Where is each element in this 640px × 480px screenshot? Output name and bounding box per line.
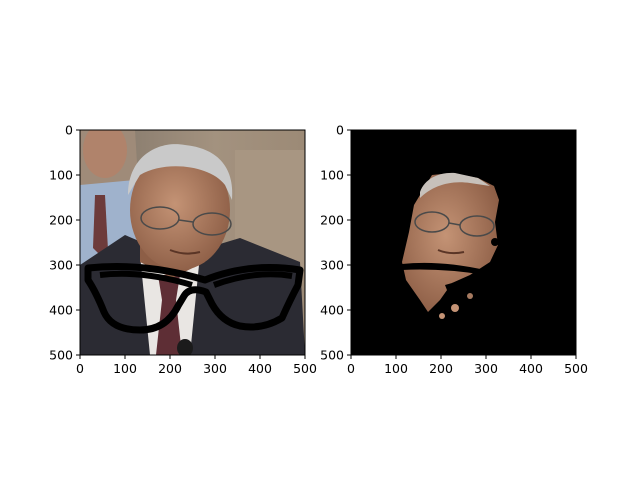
photo-x-tick-label: 200 xyxy=(158,361,182,376)
mask-x-tick-label: 0 xyxy=(347,361,355,376)
photo-x-tick-label: 400 xyxy=(248,361,272,376)
mask-y-tick-label: 400 xyxy=(320,303,344,318)
photo-y-tick-label: 300 xyxy=(49,258,73,273)
photo-x-tick-label: 500 xyxy=(293,361,317,376)
photo-y-tick-label: 400 xyxy=(49,303,73,318)
mask-image xyxy=(351,130,576,355)
photo-image xyxy=(80,130,305,355)
photo-axes-frame xyxy=(79,129,306,356)
photo-y-tick-label: 100 xyxy=(49,168,73,183)
mask-x-tick-label: 400 xyxy=(519,361,543,376)
photo-y-tick-label: 0 xyxy=(65,123,73,138)
mask-x-tick-label: 500 xyxy=(564,361,588,376)
photo-x-tick-label: 300 xyxy=(203,361,227,376)
mask-x-tick-label: 300 xyxy=(474,361,498,376)
photo-y-tick-label: 200 xyxy=(49,213,73,228)
photo-x-tick-label: 100 xyxy=(113,361,137,376)
mask-y-tick-label: 100 xyxy=(320,168,344,183)
mask-x-tick-label: 100 xyxy=(384,361,408,376)
mask-y-tick-label: 200 xyxy=(320,213,344,228)
mask-x-tick-label: 200 xyxy=(429,361,453,376)
photo-x-tick-label: 0 xyxy=(76,361,84,376)
mask-y-tick-label: 300 xyxy=(320,258,344,273)
mask-y-tick-label: 0 xyxy=(336,123,344,138)
mask-axes-frame xyxy=(350,129,577,356)
photo-y-tick-label: 500 xyxy=(49,348,73,363)
mask-y-tick-label: 500 xyxy=(320,348,344,363)
